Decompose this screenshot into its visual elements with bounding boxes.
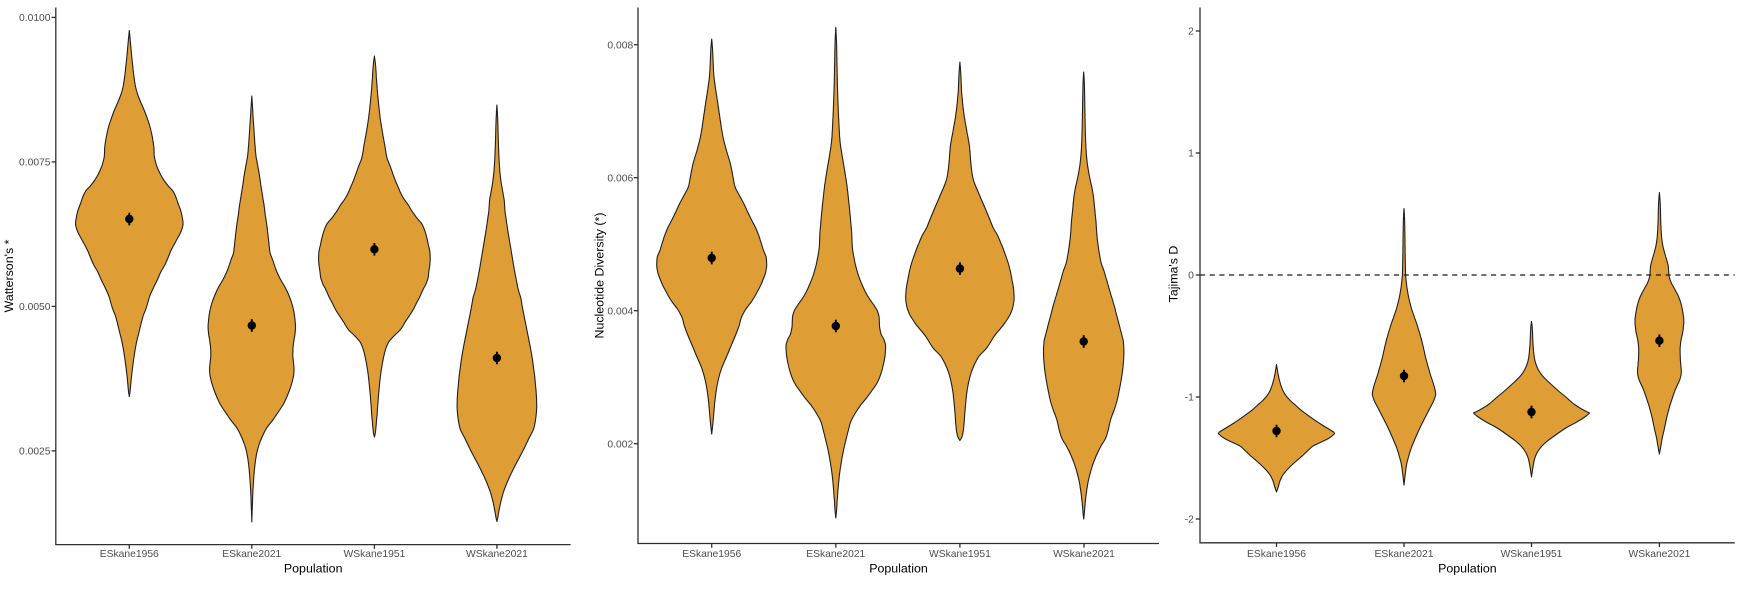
svg-text:0.004: 0.004 <box>607 306 633 317</box>
svg-text:ESkane1956: ESkane1956 <box>1247 549 1306 560</box>
svg-text:ESkane2021: ESkane2021 <box>806 549 865 560</box>
svg-text:Nucleotide Diversity (*): Nucleotide Diversity (*) <box>592 212 606 338</box>
svg-text:-1: -1 <box>1185 393 1194 404</box>
svg-text:Watterson's *: Watterson's * <box>2 239 16 312</box>
svg-text:Tajima's D: Tajima's D <box>1167 246 1181 303</box>
svg-text:0.0025: 0.0025 <box>19 447 51 458</box>
svg-text:ESkane1956: ESkane1956 <box>100 549 159 560</box>
svg-text:-2: -2 <box>1185 515 1194 526</box>
svg-text:WSkane1951: WSkane1951 <box>343 549 405 560</box>
svg-text:ESkane2021: ESkane2021 <box>222 549 281 560</box>
svg-text:WSkane2021: WSkane2021 <box>466 549 528 560</box>
svg-text:0.002: 0.002 <box>607 439 633 450</box>
svg-text:WSkane2021: WSkane2021 <box>1053 549 1115 560</box>
svg-text:Population: Population <box>1438 562 1497 576</box>
svg-text:0.006: 0.006 <box>607 173 633 184</box>
svg-text:WSkane1951: WSkane1951 <box>1501 549 1563 560</box>
svg-text:ESkane1956: ESkane1956 <box>682 549 741 560</box>
svg-text:0: 0 <box>1188 271 1194 282</box>
svg-text:WSkane1951: WSkane1951 <box>929 549 991 560</box>
svg-text:2: 2 <box>1188 27 1194 38</box>
svg-text:0.008: 0.008 <box>607 40 633 51</box>
svg-text:1: 1 <box>1188 149 1194 160</box>
svg-text:ESkane2021: ESkane2021 <box>1375 549 1434 560</box>
svg-text:Population: Population <box>284 562 343 576</box>
svg-text:0.0050: 0.0050 <box>19 302 51 313</box>
svg-text:0.0100: 0.0100 <box>19 13 51 24</box>
svg-text:0.0075: 0.0075 <box>19 158 51 169</box>
svg-text:WSkane2021: WSkane2021 <box>1628 549 1690 560</box>
svg-text:Population: Population <box>869 562 928 576</box>
